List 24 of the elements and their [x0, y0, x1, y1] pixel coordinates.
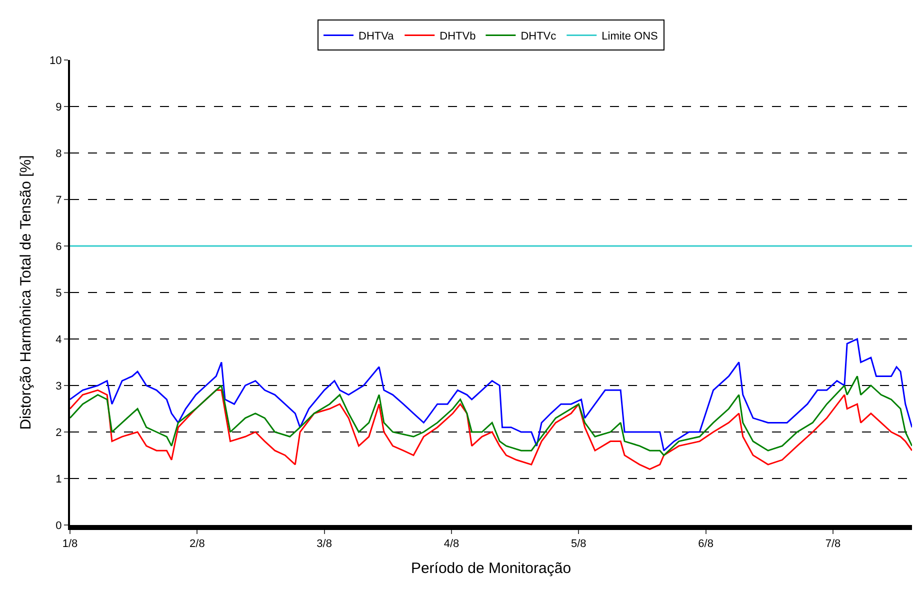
y-tick-label: 7 [56, 194, 62, 206]
x-tick-label: 2/8 [190, 538, 205, 550]
legend-label: Limite ONS [602, 30, 658, 42]
x-tick-label: 4/8 [444, 538, 460, 550]
y-tick-label: 4 [56, 334, 62, 346]
x-tick-label: 7/8 [825, 538, 841, 550]
x-tick-label: 6/8 [698, 538, 714, 550]
x-tick-label: 5/8 [570, 538, 586, 550]
y-tick-label: 10 [50, 54, 62, 67]
x-tick-label: 3/8 [316, 538, 332, 550]
x-axis-title: Período de Monitoração [410, 560, 572, 578]
legend-label: DHTVa [358, 30, 395, 42]
y-tick-label: 9 [56, 101, 62, 114]
y-tick-label: 3 [56, 380, 62, 392]
legend-label: DHTVb [440, 30, 476, 42]
y-tick-label: 0 [56, 520, 62, 532]
y-tick-label: 8 [56, 148, 62, 160]
y-tick-label: 6 [56, 240, 62, 253]
y-tick-label: 1 [56, 473, 62, 486]
y-axis-title: Distorção Harmônica Total de Tensão [%] [17, 155, 34, 430]
x-tick-label: 1/8 [62, 538, 78, 550]
legend-label: DHTVc [520, 30, 557, 42]
y-tick-label: 5 [56, 287, 62, 300]
y-tick-label: 2 [56, 426, 62, 439]
